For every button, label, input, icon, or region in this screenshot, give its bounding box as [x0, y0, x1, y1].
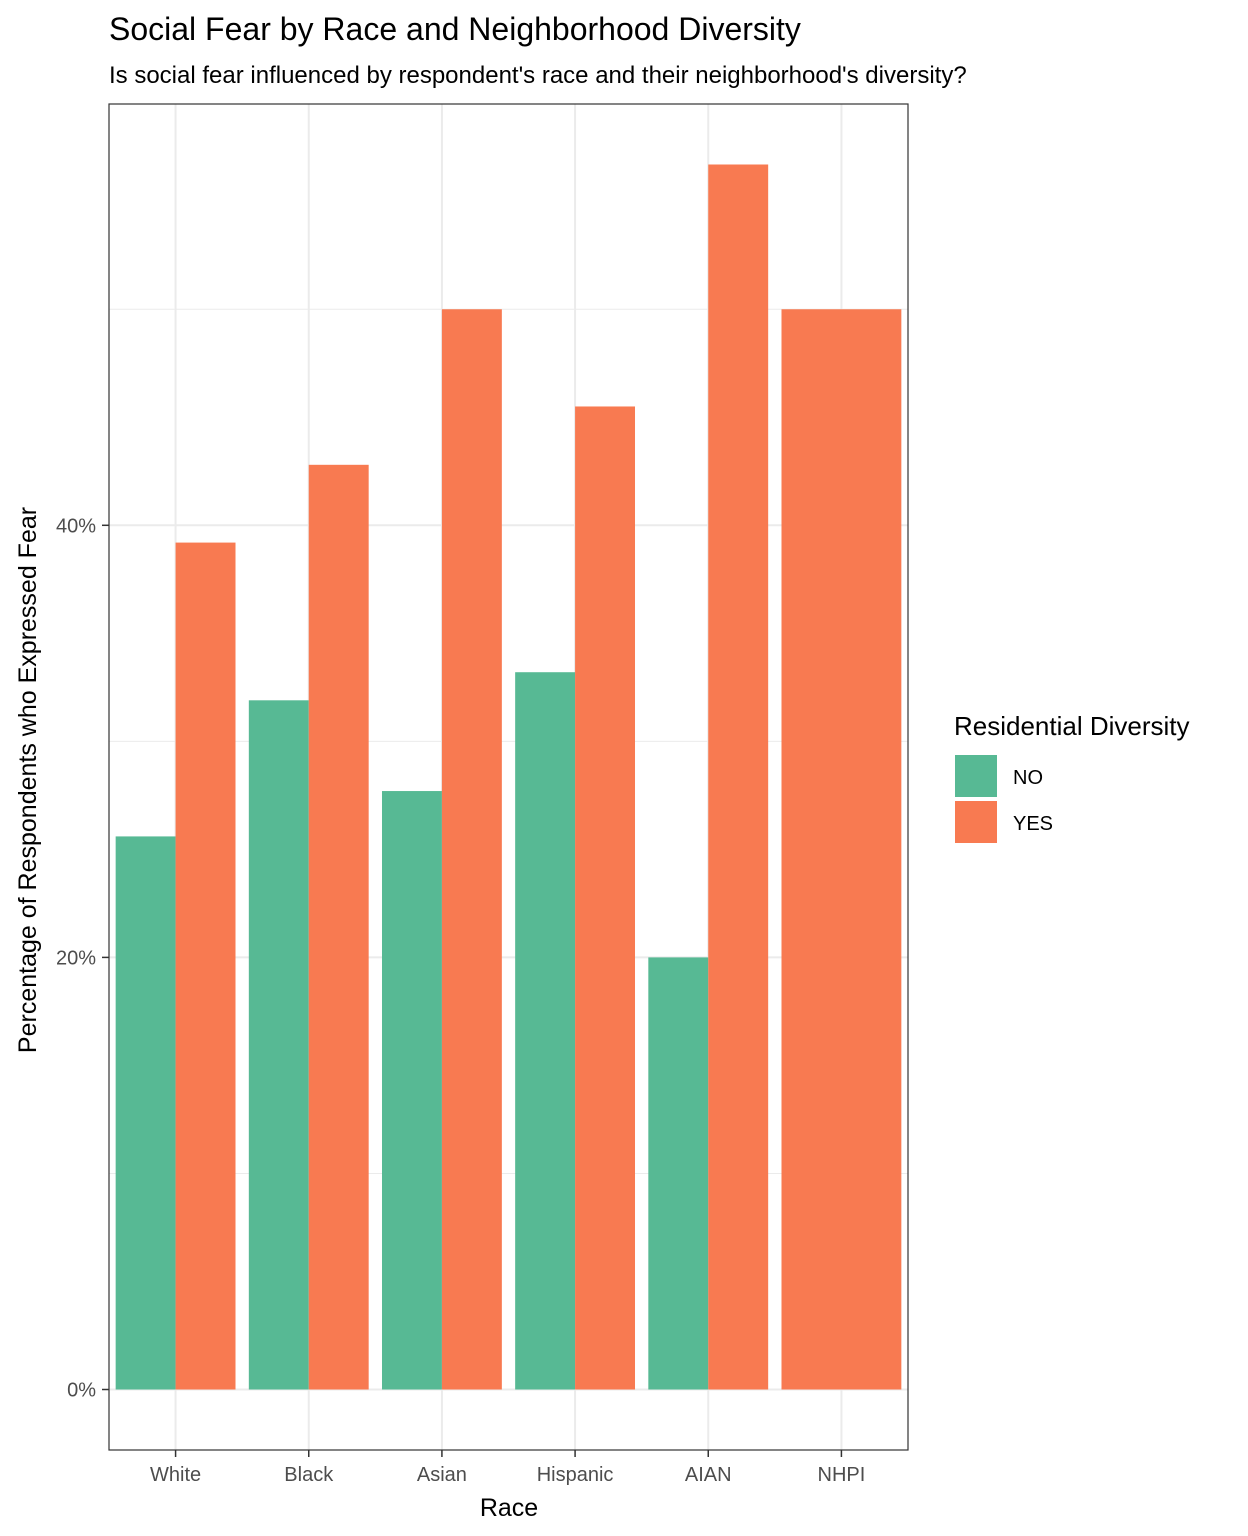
y-axis-title: Percentage of Respondents who Expressed …	[14, 507, 42, 1053]
x-tick-label: AIAN	[685, 1464, 732, 1486]
bar-white-no	[115, 836, 176, 1390]
chart-title: Social Fear by Race and Neighborhood Div…	[109, 11, 801, 47]
bar-aian-yes	[708, 164, 769, 1390]
x-tick-label: Hispanic	[537, 1464, 614, 1486]
legend-label-no: NO	[1013, 767, 1043, 789]
plot-area: 0% 20% 40% White Black Asian Hispanic AIAN NHPI	[56, 103, 909, 1486]
bar-hispanic-yes	[575, 406, 636, 1390]
legend-swatch-yes	[955, 801, 997, 843]
y-tick-label: 20%	[56, 947, 96, 969]
bar-aian-no	[648, 957, 709, 1390]
y-tick-label: 40%	[56, 515, 96, 537]
plot-panel-border	[108, 103, 909, 1451]
plot-background	[109, 104, 908, 1450]
legend-label-yes: YES	[1013, 813, 1053, 835]
chart-subtitle: Is social fear influenced by respondent'…	[109, 62, 967, 89]
bar-nhpi-yes	[781, 309, 902, 1390]
legend-title: Residential Diversity	[954, 711, 1190, 741]
x-tick-label: Black	[284, 1464, 334, 1486]
x-tick-label: NHPI	[818, 1464, 866, 1486]
bar-asian-no	[381, 791, 442, 1390]
legend-swatch-no	[955, 755, 997, 797]
y-tick-label: 0%	[67, 1380, 96, 1402]
x-tick-label: White	[150, 1464, 201, 1486]
bar-black-no	[248, 700, 309, 1390]
bar-asian-yes	[441, 309, 502, 1390]
x-axis-title: Race	[480, 1494, 538, 1522]
bar-hispanic-no	[515, 672, 576, 1390]
x-tick-label: Asian	[417, 1464, 467, 1486]
bar-black-yes	[308, 464, 369, 1390]
legend: Residential Diversity NO YES	[954, 711, 1190, 843]
bar-white-yes	[175, 542, 236, 1390]
